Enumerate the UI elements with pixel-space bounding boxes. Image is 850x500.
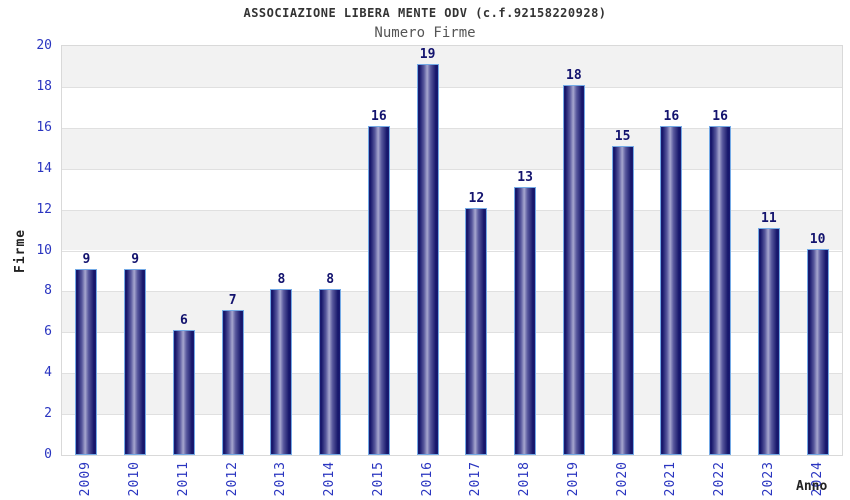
bar-2010 [124,268,147,455]
x-tick-label: 2018 [517,461,533,497]
bar-value-label: 18 [566,67,582,83]
bar-value-label: 13 [517,170,533,186]
y-tick-label: 14 [36,160,52,176]
bar-2021 [660,125,683,455]
bar-value-label: 15 [614,129,631,145]
gridline [62,168,842,170]
plot-band [62,46,842,87]
bar-value-label: 9 [131,251,140,267]
bar-value-label: 16 [371,108,387,124]
bar-2018 [514,187,537,455]
x-tick-label: 2021 [663,461,679,497]
gridline [62,127,842,129]
bar-value-label: 8 [277,272,286,288]
bar-2024 [806,248,829,455]
chart-title: ASSOCIAZIONE LIBERA MENTE ODV (c.f.92158… [243,6,607,20]
x-tick-label: 2012 [224,461,240,497]
gridline [62,250,842,252]
x-tick-label: 2017 [468,461,484,497]
y-tick-label: 6 [44,324,52,340]
gridline [62,209,842,211]
x-axis-label: Anno [796,479,828,494]
x-tick-label: 2015 [370,461,386,497]
bar-value-label: 11 [761,211,777,227]
bar-2020 [611,146,634,455]
bar-value-label: 8 [326,272,335,288]
x-tick-label: 2011 [175,461,191,497]
gridline [62,373,842,375]
bar-2011 [172,330,195,455]
x-tick-label: 2014 [322,461,338,497]
bar-value-label: 12 [468,190,485,206]
bar-value-label: 7 [228,292,237,308]
gridline [62,332,842,334]
x-tick-label: 2023 [760,461,776,497]
bar-2017 [465,207,488,455]
x-tick-label: 2022 [712,461,728,497]
bar-value-label: 16 [712,108,728,124]
x-tick-label: 2016 [419,461,435,497]
bar-value-label: 9 [82,251,91,267]
bar-2016 [416,64,439,455]
x-tick-label: 2019 [565,461,581,497]
bar-value-label: 19 [419,47,436,63]
gridline [62,414,842,416]
y-tick-label: 20 [36,38,52,53]
bar-2019 [562,84,585,455]
gridline [62,291,842,293]
y-tick-label: 18 [36,78,52,94]
bar-value-label: 10 [809,231,826,247]
x-tick-label: 2010 [127,461,143,497]
plot-area [62,46,842,455]
x-tick-label: 2009 [78,461,94,497]
bar-2023 [757,228,780,455]
bar-2009 [75,268,98,455]
y-tick-label: 16 [36,119,52,135]
y-tick-label: 12 [36,201,52,217]
chart-subtitle: Numero Firme [374,25,476,41]
bar-2012 [221,309,244,455]
y-tick-label: 10 [36,242,52,258]
gridline [62,86,842,88]
bar-2014 [319,289,342,455]
y-tick-label: 0 [44,447,52,462]
x-tick-label: 2020 [614,461,630,497]
bar-value-label: 16 [663,108,680,124]
x-tick-label: 2013 [273,461,289,497]
y-tick-label: 8 [44,283,52,299]
bar-2022 [709,125,732,455]
bar-2013 [270,289,293,455]
y-tick-label: 2 [44,406,52,422]
bar-2015 [367,125,390,455]
bar-value-label: 6 [179,313,188,329]
y-tick-label: 4 [44,365,52,381]
